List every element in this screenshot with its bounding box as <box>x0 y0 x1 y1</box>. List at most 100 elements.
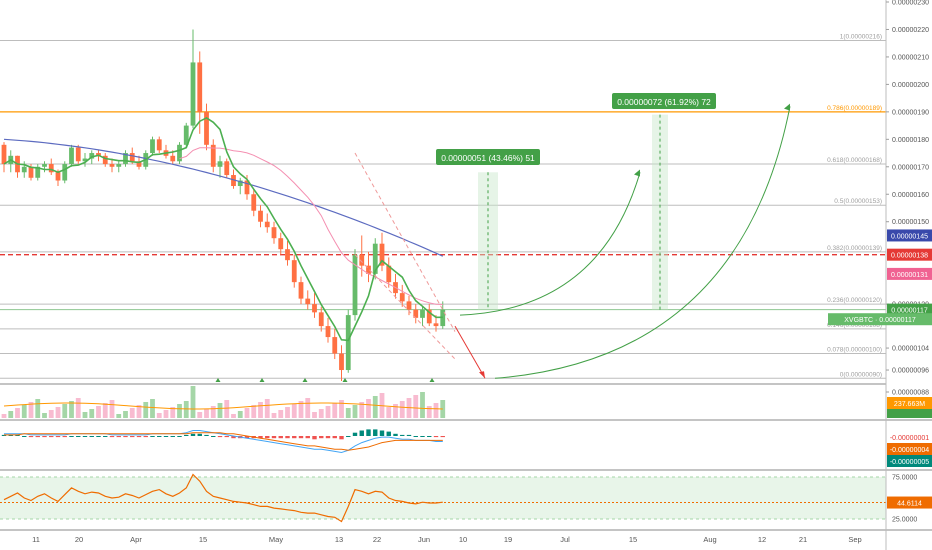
macd-histogram-bar <box>359 430 364 436</box>
price-tick-label: 0.00000088 <box>892 390 929 397</box>
rsi-badge <box>887 496 932 509</box>
candle-body <box>244 180 250 195</box>
volume-bar <box>69 401 74 418</box>
macd-histogram-bar <box>217 436 223 438</box>
candles <box>1 29 446 382</box>
volume-bar <box>285 407 290 418</box>
candle-body <box>325 326 331 338</box>
volume-bar <box>264 399 270 418</box>
volume-bar <box>224 400 230 418</box>
volume-bar <box>183 401 189 418</box>
macd-histogram-bar <box>406 434 412 436</box>
macd-histogram-bar <box>413 436 418 437</box>
macd-histogram-bar <box>400 434 405 436</box>
macd-histogram-bar <box>420 436 425 437</box>
macd-histogram-bar <box>285 436 290 439</box>
macd-badge-label: -0.00000004 <box>890 447 929 454</box>
volume-bar <box>170 407 176 418</box>
macd-histogram-bar <box>231 436 236 439</box>
candle-body <box>379 243 385 266</box>
time-tick-label: 20 <box>75 535 83 544</box>
candle-body <box>42 164 47 167</box>
candle-body <box>170 155 176 162</box>
macd-histogram-bar <box>325 436 331 439</box>
macd-histogram-bar <box>35 436 40 438</box>
candle-body <box>55 172 61 181</box>
fib-level-label: 0.5(0.00000153) <box>834 198 882 205</box>
macd-histogram-bar <box>1 434 7 436</box>
fib-level-label: 0.146(0.00000108) <box>827 322 882 329</box>
macd-histogram-bar <box>366 429 371 436</box>
macd-signal-line <box>4 432 443 451</box>
macd-histogram-bar <box>292 436 297 439</box>
price-tick-label: 0.00000150 <box>892 219 929 226</box>
volume-bar <box>231 414 236 418</box>
macd-histogram-bar <box>15 434 20 436</box>
volume-bar <box>163 410 169 418</box>
macd-histogram-bar <box>150 436 155 437</box>
time-axis: 11 20 Apr 15 May 13 22 Jun 10 19 Jul 15 Aug 12 21 Sep <box>32 535 862 544</box>
fib-level-label: 0(0.00000090) <box>840 371 882 378</box>
volume-bar <box>372 396 378 418</box>
volume-bar <box>123 411 128 418</box>
price-badge-label: 0.00000131 <box>891 272 928 279</box>
ma-slow-line <box>3 138 444 257</box>
candle-body <box>305 298 311 305</box>
volume-bar <box>143 402 149 418</box>
signal-marker <box>215 378 221 382</box>
macd-badge <box>887 455 932 467</box>
candle-body <box>359 254 365 266</box>
macd-histogram-bar <box>157 436 162 437</box>
macd-histogram-bar <box>244 436 250 439</box>
time-tick-label: 13 <box>335 535 343 544</box>
rsi-pane <box>0 473 886 523</box>
price-tick-label: 0.00000230 <box>892 0 929 7</box>
price-tick-label: 0.00000210 <box>892 54 929 61</box>
macd-histogram-bar <box>103 436 108 437</box>
volume-bar <box>75 398 81 418</box>
macd-histogram-bar <box>305 436 310 439</box>
fib-level-label: 0.618(0.00000168) <box>827 157 882 164</box>
bearish-arrow-head <box>479 371 485 379</box>
candle-body <box>35 166 41 178</box>
volume-bar <box>177 404 182 418</box>
candle-body <box>21 166 27 173</box>
candle-body <box>285 249 290 261</box>
bullish-arrow-head-2 <box>784 103 790 111</box>
macd-histogram-bar <box>136 436 142 438</box>
macd-histogram-bar <box>265 436 270 439</box>
rsi-badge-label: 44.6114 <box>897 501 922 508</box>
macd-histogram-bar <box>109 436 115 438</box>
macd-badge <box>887 443 932 455</box>
candle-body <box>129 153 135 162</box>
macd-histogram-bar <box>22 436 27 437</box>
fib-level-label: 0.078(0.00000100) <box>827 347 882 354</box>
time-tick-label: 12 <box>758 535 766 544</box>
rsi-tick-label: 25.0000 <box>892 517 917 524</box>
candle-body <box>399 293 405 302</box>
candle-body <box>298 282 304 299</box>
volume-badge-label: 237.663M <box>894 401 925 408</box>
macd-pane <box>1 429 445 454</box>
volume-bar <box>96 406 101 418</box>
candle-body <box>237 180 243 187</box>
candle-body <box>312 304 317 313</box>
macd-histogram-bar <box>298 436 304 439</box>
candle-body <box>116 164 122 167</box>
target-1-box <box>436 149 540 165</box>
time-tick-label: 11 <box>32 535 40 544</box>
volume-bar <box>21 405 27 418</box>
macd-badge-label: -0.00000005 <box>890 459 929 466</box>
volume-bar <box>305 398 311 418</box>
volume-bar <box>55 407 61 418</box>
macd-histogram-bar <box>143 436 148 438</box>
price-badge-label: 0.00000145 <box>891 233 928 240</box>
macd-histogram-bar <box>8 434 13 436</box>
price-tick-label: 0.00000096 <box>892 368 929 375</box>
candle-body <box>420 309 425 318</box>
volume-bar <box>291 404 297 418</box>
candle-body <box>183 125 189 145</box>
volume-bar <box>386 407 392 418</box>
time-tick-label: Jul <box>560 535 570 544</box>
